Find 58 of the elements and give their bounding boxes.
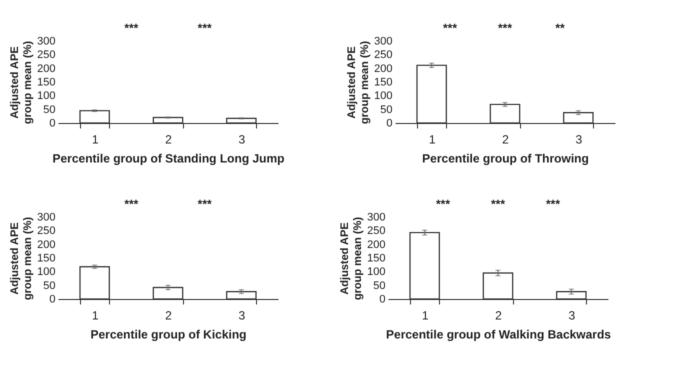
- x-tick-label: 2: [165, 132, 172, 146]
- y-tick-label: 50: [373, 280, 386, 292]
- text: ***: [546, 197, 560, 211]
- y-tick-label: 0: [379, 294, 386, 306]
- x-tick-label: 3: [575, 132, 582, 146]
- text: ***: [490, 197, 506, 211]
- text: ***: [198, 21, 212, 35]
- x-axis-title: Percentile group of Throwing: [422, 152, 589, 166]
- y-tick-label: 300: [367, 212, 386, 224]
- text: ***: [124, 197, 139, 211]
- text: **: [555, 21, 565, 35]
- y-tick-label: 300: [37, 212, 56, 224]
- x-axis-title: Percentile group of Kicking: [90, 328, 247, 342]
- x-tick-label: 3: [238, 308, 246, 322]
- y-axis-title: Adjusted APE group mean (%): [346, 40, 372, 124]
- x-tick-label: 1: [428, 132, 436, 146]
- y-tick-label: 300: [374, 36, 392, 48]
- y-tick-label: 100: [37, 90, 56, 102]
- text: ***: [442, 21, 458, 35]
- y-tick-label: 50: [43, 280, 56, 292]
- x-axis-title: Percentile group of Walking Backwards: [386, 328, 612, 342]
- x-tick-label: 1: [92, 308, 99, 322]
- y-tick-label: 200: [37, 238, 56, 251]
- x-tick-label: 2: [495, 308, 502, 322]
- y-tick-label: 300: [37, 36, 56, 48]
- y-tick-label: 200: [374, 62, 392, 75]
- text: ***: [436, 197, 450, 211]
- text: ***: [124, 21, 139, 35]
- y-tick-label: 150: [37, 252, 56, 264]
- y-tick-label: 250: [37, 225, 56, 238]
- y-axis-title: Adjusted APE group mean (%): [9, 216, 34, 300]
- y-tick-label: 0: [386, 118, 392, 130]
- x-tick-label: 2: [502, 132, 510, 146]
- y-tick-label: 200: [367, 238, 386, 251]
- y-tick-label: 250: [37, 49, 56, 62]
- y-tick-label: 100: [374, 90, 392, 102]
- y-tick-label: 150: [37, 76, 56, 88]
- y-tick-label: 50: [43, 104, 56, 116]
- y-tick-label: 250: [374, 49, 392, 62]
- y-tick-label: 0: [49, 118, 56, 130]
- y-tick-label: 100: [37, 266, 56, 278]
- y-axis-title: Adjusted APE group mean (%): [9, 40, 34, 124]
- y-tick-label: 50: [380, 104, 392, 116]
- y-tick-label: 150: [367, 252, 386, 264]
- x-tick-label: 3: [238, 132, 246, 146]
- y-tick-label: 100: [367, 266, 386, 278]
- y-tick-label: 150: [374, 76, 392, 88]
- x-tick-label: 1: [92, 132, 99, 146]
- y-tick-label: 200: [37, 62, 56, 75]
- x-tick-label: 3: [568, 308, 576, 322]
- y-axis-title: Adjusted APE group mean (%): [339, 216, 364, 300]
- y-tick-label: 0: [49, 294, 56, 306]
- y-tick-label: 250: [367, 225, 386, 238]
- x-tick-label: 2: [165, 308, 172, 322]
- text: ***: [498, 21, 512, 35]
- x-tick-label: 1: [422, 308, 429, 322]
- text: ***: [198, 197, 212, 211]
- x-axis-title: Percentile group of Standing Long Jump: [52, 152, 285, 166]
